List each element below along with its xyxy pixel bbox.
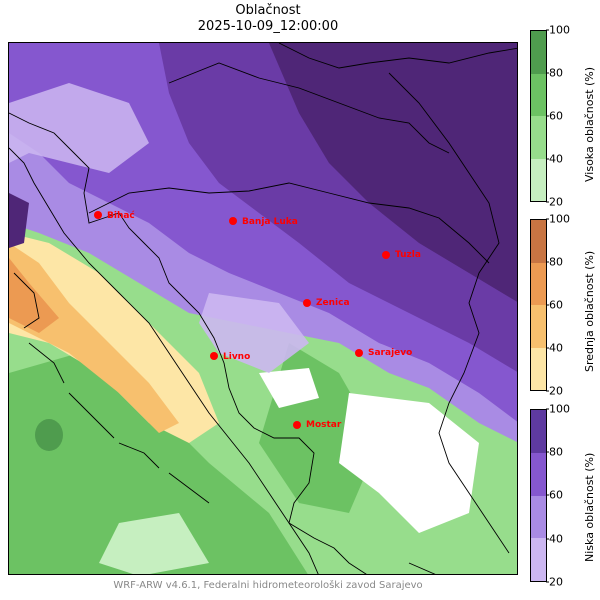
colorbar-mid-label: Srednja oblačnost (%): [583, 250, 596, 372]
model-credit: WRF-ARW v4.6.1, Federalni hidrometeorolo…: [113, 580, 423, 591]
tick-label: 80: [546, 255, 563, 269]
colorbar-mid-ticks: 20 40 60 80 100: [546, 214, 573, 397]
clear-sky-patch: [259, 368, 319, 408]
cloud-map: Bihać Banja Luka Tuzla Zenica Livno Sara…: [8, 42, 518, 575]
colorbar-low-seg-2: [531, 495, 546, 539]
city-marker-zenica: [303, 299, 311, 307]
low-high-cloud-patch: [99, 513, 209, 574]
colorbar-high-cloud: [530, 30, 547, 202]
tick-label: 100: [546, 212, 570, 226]
clear-sky-area: [339, 393, 479, 533]
colorbar-low-seg-4: [531, 410, 546, 453]
map-timestamp: 2025-10-09_12:00:00: [197, 19, 339, 34]
tick-label: 40: [546, 152, 563, 166]
city-label-tuzla: Tuzla: [395, 250, 421, 260]
colorbar-low-ticks: 20 40 60 80 100: [546, 404, 573, 588]
colorbar-mid-seg-3: [531, 262, 546, 305]
colorbar-mid-seg-4: [531, 220, 546, 263]
colorbar-high-label: Visoka oblačnost (%): [583, 66, 596, 182]
islands: [13, 272, 210, 504]
city-marker-mostar: [293, 421, 301, 429]
mid-cloud-medium: [9, 243, 179, 433]
city-marker-banja-luka: [229, 217, 237, 225]
tick-label: 40: [546, 341, 563, 355]
city-label-zenica: Zenica: [316, 298, 350, 308]
low-cloud-light-patch-central: [199, 293, 309, 373]
map-title: Oblačnost: [235, 3, 301, 18]
city-label-bihac: Bihać: [107, 210, 135, 221]
tick-label: 60: [546, 298, 563, 312]
bih-serbia-border: [388, 72, 510, 554]
colorbar-mid-seg-1: [531, 347, 546, 390]
colorbar-high-ticks: 20 40 60 80 100: [546, 25, 573, 208]
city-marker-livno: [210, 352, 218, 360]
colorbar-high-seg-3: [531, 73, 546, 116]
tick-label: 60: [546, 488, 563, 502]
colorbar-low-label: Niska oblačnost (%): [583, 452, 596, 562]
city-label-livno: Livno: [223, 352, 250, 362]
colorbar-mid-seg-2: [531, 305, 546, 348]
northern-border: [278, 43, 517, 69]
colorbar-low-seg-3: [531, 452, 546, 496]
mid-cloud-dense: [9, 258, 59, 333]
mid-cloud-field: [9, 233, 219, 443]
city-marker-sarajevo: [355, 349, 363, 357]
city-marker-bihac: [94, 211, 102, 219]
colorbar-high-seg-2: [531, 116, 546, 159]
low-cloud-very-dense: [269, 43, 517, 302]
colorbar-high-seg-1: [531, 158, 546, 201]
tick-label: 100: [546, 23, 570, 37]
tick-label: 100: [546, 402, 570, 416]
tick-label: 20: [546, 195, 563, 209]
adriatic-coastline: [9, 147, 319, 574]
tick-label: 80: [546, 445, 563, 459]
croatia-hungary-border: [168, 62, 450, 154]
colorbar-low-seg-1: [531, 538, 546, 581]
low-cloud-light-patch: [9, 83, 149, 173]
colorbar-high-seg-4: [531, 31, 546, 74]
high-cloud-peak: [35, 419, 63, 451]
city-marker-tuzla: [382, 251, 390, 259]
tick-label: 60: [546, 109, 563, 123]
croatia-bih-border: [9, 112, 367, 574]
tick-label: 80: [546, 66, 563, 80]
tick-label: 20: [546, 575, 563, 589]
sava-border: [88, 182, 490, 264]
city-label-mostar: Mostar: [306, 420, 342, 430]
colorbar-mid-cloud: [530, 219, 547, 391]
colorbar-low-cloud: [530, 409, 547, 582]
tick-label: 20: [546, 384, 563, 398]
city-markers: Bihać Banja Luka Tuzla Zenica Livno Sara…: [94, 210, 421, 430]
tick-label: 40: [546, 532, 563, 546]
montenegro-border: [408, 562, 436, 574]
low-cloud-west-patch: [9, 193, 29, 248]
city-label-sarajevo: Sarajevo: [368, 348, 412, 358]
borders: [9, 43, 517, 574]
city-label-banja-luka: Banja Luka: [242, 217, 298, 227]
